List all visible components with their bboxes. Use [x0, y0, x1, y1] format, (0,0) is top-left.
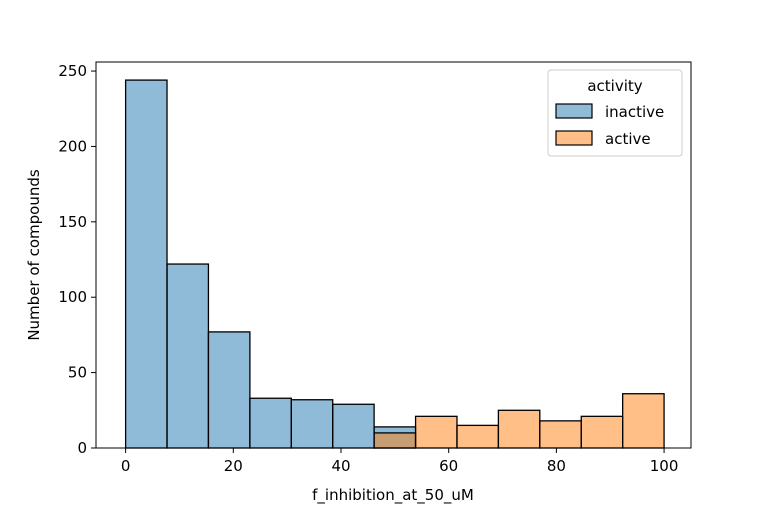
legend-swatch-inactive [555, 103, 593, 119]
x-tick-label: 60 [439, 457, 458, 475]
y-axis-ticks: 0 50 100 150 200 250 [58, 62, 96, 457]
legend-label-inactive: inactive [605, 103, 664, 121]
bar-inactive-3 [249, 397, 292, 449]
x-axis-label: f_inhibition_at_50_uM [312, 486, 474, 505]
bar-inactive-5 [332, 403, 375, 449]
legend-title: activity [587, 77, 642, 95]
bar-active-5 [580, 415, 624, 449]
bars-active [373, 393, 665, 449]
x-tick-label: 20 [224, 457, 243, 475]
bar-active-1 [414, 415, 458, 449]
plot-frame [95, 61, 692, 449]
bar-inactive-4 [290, 399, 334, 449]
x-axis-ticks: 0 20 40 60 80 100 [121, 448, 679, 475]
bar-active-3 [497, 409, 541, 449]
bar-inactive-1 [166, 263, 210, 449]
bar-inactive-0 [124, 79, 168, 449]
y-tick-label: 100 [58, 288, 87, 306]
y-tick-label: 200 [58, 137, 87, 155]
axes [95, 61, 692, 449]
y-tick-label: 0 [77, 439, 87, 457]
bar-active-2 [456, 424, 500, 449]
x-tick-label: 0 [121, 457, 131, 475]
bar-active-0 [373, 432, 417, 449]
x-tick-label: 100 [650, 457, 679, 475]
legend: activity inactive active [547, 69, 683, 157]
y-tick-label: 250 [58, 62, 87, 80]
y-tick-label: 50 [68, 364, 87, 382]
bars-inactive [124, 79, 417, 449]
bar-active-4 [539, 420, 582, 449]
y-axis-label: Number of compounds [25, 169, 43, 341]
x-tick-label: 40 [331, 457, 350, 475]
bar-inactive-2 [207, 331, 251, 449]
legend-label-active: active [605, 130, 651, 148]
x-tick-label: 80 [547, 457, 566, 475]
y-tick-label: 150 [58, 213, 87, 231]
legend-swatch-active [555, 130, 593, 146]
bar-active-6 [622, 393, 665, 449]
